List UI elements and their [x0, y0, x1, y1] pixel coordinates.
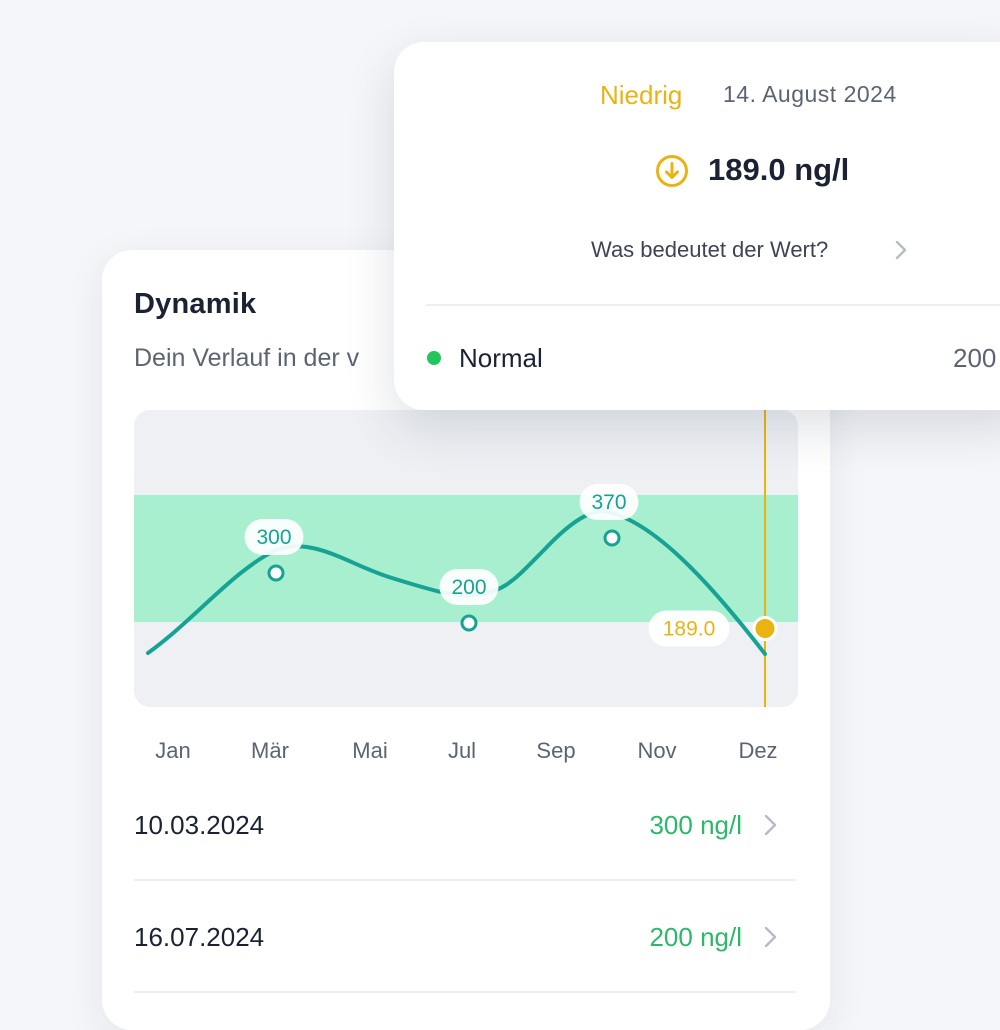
- measurement-date: 14. August 2024: [723, 81, 897, 107]
- normal-range-value: 200: [953, 343, 997, 373]
- row-value: 300 ng/l: [649, 810, 742, 840]
- arrow-down-circle-icon: [656, 155, 688, 187]
- series-line: [274, 509, 767, 656]
- chart-area[interactable]: 300 200 370 189.0: [134, 410, 798, 707]
- data-point-label: 189.0: [648, 610, 730, 647]
- data-point-label: 370: [579, 484, 639, 520]
- data-label: 370: [591, 491, 626, 514]
- measurement-row[interactable]: 10.03.2024 300 ng/l: [134, 780, 796, 870]
- data-point-label: 200: [439, 569, 499, 605]
- data-point[interactable]: [267, 564, 285, 582]
- x-tick-label: Jan: [155, 738, 191, 763]
- row-date: 16.07.2024: [134, 922, 265, 952]
- normal-range-label: Normal: [459, 343, 543, 373]
- line-chart: 300 200 370 189.0: [134, 410, 798, 707]
- row-date: 10.03.2024: [134, 810, 265, 840]
- x-tick-label: Dez: [738, 738, 778, 763]
- row-divider: [134, 991, 796, 993]
- data-point[interactable]: [460, 614, 478, 632]
- data-label: 200: [451, 576, 486, 599]
- x-tick-label: Jul: [447, 738, 477, 763]
- data-point[interactable]: [603, 529, 621, 547]
- dynamics-subtitle: Dein Verlauf in der v: [134, 344, 360, 372]
- measurement-value: 189.0 ng/l: [708, 152, 850, 187]
- divider: [426, 304, 1000, 306]
- row-divider: [134, 879, 796, 881]
- measurement-row[interactable]: 16.07.2024 200 ng/l: [134, 892, 796, 982]
- value-explanation-link[interactable]: Was bedeutet der Wert?: [591, 237, 829, 262]
- data-label: 189.0: [663, 618, 716, 641]
- chevron-right-icon: [764, 814, 777, 836]
- x-tick-label: Mär: [251, 738, 289, 763]
- data-point-label: 300: [244, 519, 304, 555]
- x-tick-label: Sep: [536, 738, 576, 763]
- row-value: 200 ng/l: [649, 922, 742, 952]
- series-line-fade: [146, 548, 278, 655]
- selected-data-point[interactable]: [752, 616, 778, 641]
- chevron-right-icon: [764, 926, 777, 948]
- value-detail-card: [394, 42, 1000, 410]
- chevron-right-icon[interactable]: [895, 240, 907, 260]
- x-tick-label: Nov: [637, 738, 677, 763]
- dynamics-title: Dynamik: [134, 288, 257, 320]
- data-label: 300: [256, 526, 291, 549]
- x-tick-label: Mai: [352, 738, 388, 763]
- normal-status-dot: [427, 351, 441, 365]
- status-label: Niedrig: [600, 80, 683, 110]
